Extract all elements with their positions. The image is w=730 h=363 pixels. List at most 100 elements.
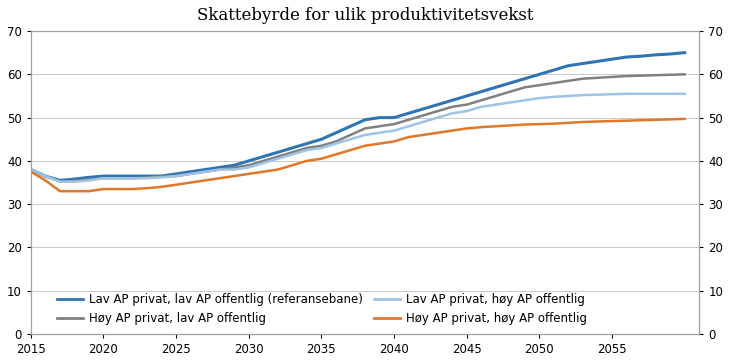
Lav AP privat, høy AP offentlig xyxy=(666,91,675,96)
Høy AP privat, høy AP offentlig xyxy=(434,131,442,135)
Høy AP privat, lav AP offentlig xyxy=(593,76,602,80)
Høy AP privat, lav AP offentlig xyxy=(288,150,296,154)
Høy AP privat, høy AP offentlig xyxy=(564,121,573,125)
Lav AP privat, høy AP offentlig xyxy=(259,161,268,165)
Lav AP privat, høy AP offentlig xyxy=(274,156,283,161)
Høy AP privat, lav AP offentlig xyxy=(607,75,616,79)
Høy AP privat, lav AP offentlig xyxy=(651,73,660,77)
Høy AP privat, lav AP offentlig xyxy=(245,163,253,167)
Lav AP privat, høy AP offentlig xyxy=(245,165,253,170)
Høy AP privat, høy AP offentlig xyxy=(114,187,123,191)
Lav AP privat, høy AP offentlig xyxy=(288,152,296,156)
Høy AP privat, lav AP offentlig xyxy=(26,167,35,172)
Høy AP privat, høy AP offentlig xyxy=(55,189,64,193)
Lav AP privat, høy AP offentlig xyxy=(579,93,588,97)
Lav AP privat, høy AP offentlig xyxy=(70,179,79,184)
Høy AP privat, lav AP offentlig xyxy=(666,73,675,77)
Høy AP privat, lav AP offentlig xyxy=(70,179,79,183)
Høy AP privat, høy AP offentlig xyxy=(535,122,544,126)
Høy AP privat, lav AP offentlig xyxy=(404,118,413,122)
Høy AP privat, lav AP offentlig xyxy=(302,146,311,150)
Lav AP privat, høy AP offentlig xyxy=(302,148,311,152)
Lav AP privat, lav AP offentlig (referansebane) xyxy=(26,167,35,172)
Lav AP privat, høy AP offentlig xyxy=(651,91,660,96)
Lav AP privat, lav AP offentlig (referansebane) xyxy=(157,174,166,178)
Høy AP privat, lav AP offentlig xyxy=(55,179,64,184)
Høy AP privat, lav AP offentlig xyxy=(520,85,529,90)
Høy AP privat, høy AP offentlig xyxy=(680,117,689,121)
Høy AP privat, høy AP offentlig xyxy=(579,120,588,124)
Høy AP privat, høy AP offentlig xyxy=(302,159,311,163)
Høy AP privat, høy AP offentlig xyxy=(288,163,296,167)
Høy AP privat, høy AP offentlig xyxy=(274,167,283,172)
Lav AP privat, høy AP offentlig xyxy=(491,102,500,107)
Høy AP privat, høy AP offentlig xyxy=(622,118,631,123)
Lav AP privat, høy AP offentlig xyxy=(550,95,558,99)
Lav AP privat, høy AP offentlig xyxy=(390,129,399,133)
Høy AP privat, lav AP offentlig xyxy=(477,98,485,102)
Lav AP privat, lav AP offentlig (referansebane) xyxy=(535,72,544,77)
Høy AP privat, høy AP offentlig xyxy=(259,170,268,174)
Lav AP privat, lav AP offentlig (referansebane) xyxy=(70,177,79,181)
Høy AP privat, høy AP offentlig xyxy=(26,170,35,174)
Lav AP privat, høy AP offentlig xyxy=(201,170,210,174)
Høy AP privat, høy AP offentlig xyxy=(637,118,645,122)
Lav AP privat, lav AP offentlig (referansebane) xyxy=(274,150,283,154)
Lav AP privat, lav AP offentlig (referansebane) xyxy=(477,89,485,94)
Lav AP privat, høy AP offentlig xyxy=(128,176,137,180)
Lav AP privat, lav AP offentlig (referansebane) xyxy=(331,131,340,135)
Lav AP privat, høy AP offentlig xyxy=(41,174,50,178)
Høy AP privat, høy AP offentlig xyxy=(550,122,558,126)
Title: Skattebyrde for ulik produktivitetsvekst: Skattebyrde for ulik produktivitetsvekst xyxy=(197,7,533,24)
Lav AP privat, høy AP offentlig xyxy=(520,98,529,102)
Lav AP privat, lav AP offentlig (referansebane) xyxy=(85,175,93,180)
Høy AP privat, høy AP offentlig xyxy=(419,133,428,137)
Lav AP privat, høy AP offentlig xyxy=(404,124,413,129)
Lav AP privat, lav AP offentlig (referansebane) xyxy=(564,64,573,68)
Lav AP privat, høy AP offentlig xyxy=(477,105,485,109)
Høy AP privat, lav AP offentlig xyxy=(622,74,631,78)
Høy AP privat, lav AP offentlig xyxy=(506,89,515,94)
Legend: Lav AP privat, lav AP offentlig (referansebane), Høy AP privat, lav AP offentlig: Lav AP privat, lav AP offentlig (referan… xyxy=(57,293,587,325)
Høy AP privat, høy AP offentlig xyxy=(317,156,326,161)
Høy AP privat, lav AP offentlig xyxy=(85,178,93,182)
Lav AP privat, høy AP offentlig xyxy=(564,94,573,98)
Høy AP privat, høy AP offentlig xyxy=(666,117,675,122)
Lav AP privat, høy AP offentlig xyxy=(462,109,471,113)
Høy AP privat, lav AP offentlig xyxy=(41,174,50,178)
Lav AP privat, høy AP offentlig xyxy=(419,120,428,124)
Lav AP privat, lav AP offentlig (referansebane) xyxy=(447,98,456,102)
Lav AP privat, lav AP offentlig (referansebane) xyxy=(245,159,253,163)
Lav AP privat, lav AP offentlig (referansebane) xyxy=(579,61,588,66)
Lav AP privat, lav AP offentlig (referansebane) xyxy=(114,174,123,178)
Høy AP privat, lav AP offentlig xyxy=(390,122,399,126)
Lav AP privat, høy AP offentlig xyxy=(331,142,340,146)
Lav AP privat, lav AP offentlig (referansebane) xyxy=(622,55,631,59)
Lav AP privat, lav AP offentlig (referansebane) xyxy=(520,77,529,81)
Lav AP privat, lav AP offentlig (referansebane) xyxy=(390,115,399,120)
Lav AP privat, lav AP offentlig (referansebane) xyxy=(550,68,558,72)
Line: Lav AP privat, høy AP offentlig: Lav AP privat, høy AP offentlig xyxy=(31,94,685,182)
Lav AP privat, høy AP offentlig xyxy=(230,167,239,172)
Høy AP privat, lav AP offentlig xyxy=(274,154,283,159)
Høy AP privat, lav AP offentlig xyxy=(434,109,442,113)
Høy AP privat, høy AP offentlig xyxy=(230,174,239,178)
Lav AP privat, lav AP offentlig (referansebane) xyxy=(607,57,616,61)
Lav AP privat, høy AP offentlig xyxy=(317,146,326,150)
Lav AP privat, lav AP offentlig (referansebane) xyxy=(491,85,500,90)
Lav AP privat, lav AP offentlig (referansebane) xyxy=(637,54,645,58)
Line: Høy AP privat, lav AP offentlig: Høy AP privat, lav AP offentlig xyxy=(31,74,685,182)
Lav AP privat, høy AP offentlig xyxy=(593,93,602,97)
Høy AP privat, høy AP offentlig xyxy=(346,148,355,152)
Lav AP privat, lav AP offentlig (referansebane) xyxy=(346,124,355,129)
Lav AP privat, høy AP offentlig xyxy=(637,91,645,96)
Høy AP privat, høy AP offentlig xyxy=(85,189,93,193)
Høy AP privat, lav AP offentlig xyxy=(550,81,558,85)
Lav AP privat, høy AP offentlig xyxy=(114,176,123,180)
Høy AP privat, lav AP offentlig xyxy=(491,94,500,98)
Lav AP privat, høy AP offentlig xyxy=(375,131,384,135)
Høy AP privat, lav AP offentlig xyxy=(637,73,645,78)
Høy AP privat, lav AP offentlig xyxy=(680,72,689,77)
Lav AP privat, lav AP offentlig (referansebane) xyxy=(651,53,660,57)
Lav AP privat, lav AP offentlig (referansebane) xyxy=(506,81,515,85)
